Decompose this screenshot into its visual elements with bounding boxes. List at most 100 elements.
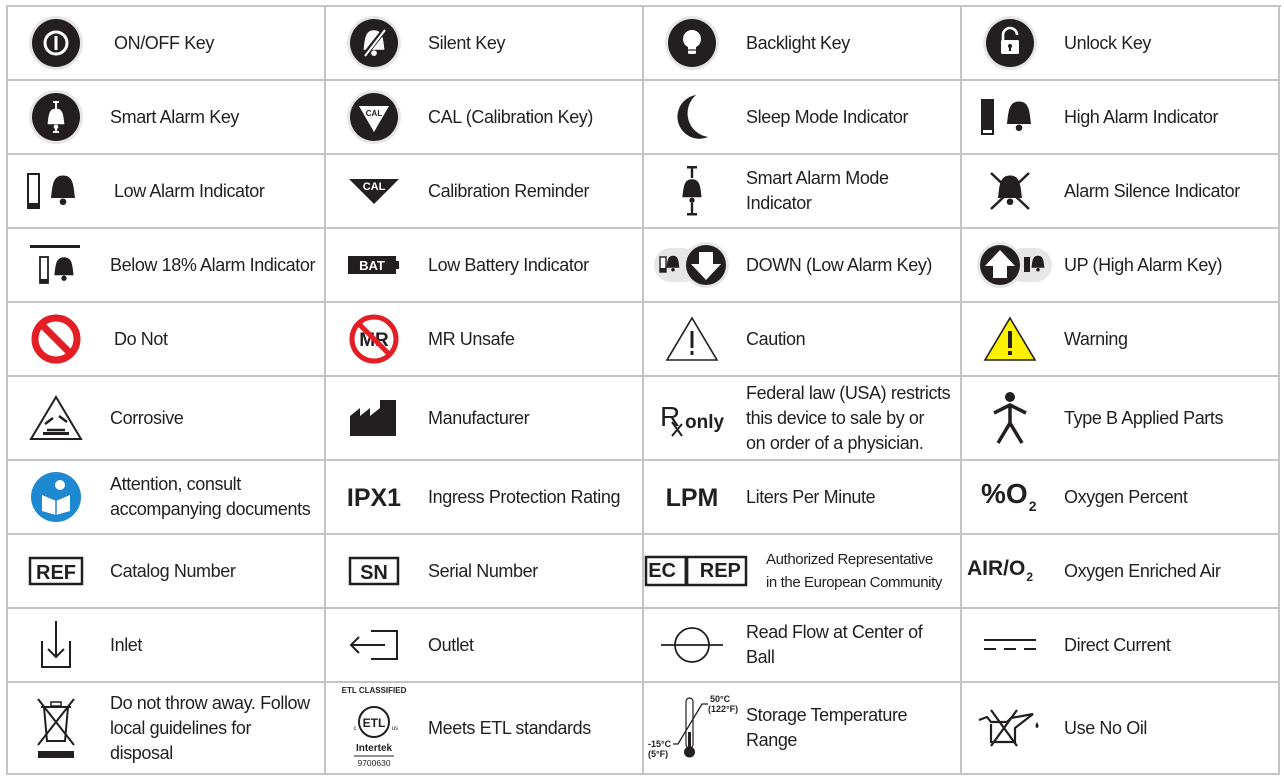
symbol-description: CAL (Calibration Key) — [428, 106, 593, 127]
svg-text:REF: REF — [36, 562, 76, 584]
symbol-description: Unlock Key — [1064, 32, 1152, 53]
symbol-description: Federal law (USA) restricts this device … — [746, 382, 951, 453]
symbol-cell: BAT Low Battery Indicator — [326, 229, 644, 303]
symbol-cell: Unlock Key — [962, 7, 1280, 81]
symbol-cell: Attention, consult accompanying document… — [8, 461, 326, 535]
symbol-description: Low Alarm Indicator — [114, 180, 265, 201]
symbol-description: Sleep Mode Indicator — [746, 106, 909, 127]
symbol-cell: REF Catalog Number — [8, 535, 326, 609]
calibration-key-icon: CAL — [332, 81, 416, 153]
symbol-cell: Alarm Silence Indicator — [962, 155, 1280, 229]
ec-rep-symbol-text: EC | REP — [648, 553, 741, 586]
symbol-description: UP (High Alarm Key) — [1064, 254, 1223, 275]
symbol-description: High Alarm Indicator — [1064, 106, 1219, 127]
symbol-description: Oxygen Enriched Air — [1064, 560, 1221, 581]
symbol-cell: Caution — [644, 303, 962, 377]
symbol-description: Low Battery Indicator — [428, 254, 589, 275]
silent-key-icon — [332, 7, 416, 79]
symbol-cell: UP (High Alarm Key) — [962, 229, 1280, 303]
symbol-cell: Warning — [962, 303, 1280, 377]
symbol-description: Do Not — [114, 328, 168, 349]
symbol-cell: %O2 Oxygen Percent — [962, 461, 1280, 535]
svg-text:us: us — [392, 726, 398, 732]
manufacturer-icon — [332, 377, 416, 459]
inlet-icon — [14, 609, 98, 681]
ipx1-icon: IPX1 — [332, 461, 416, 533]
symbol-description: Alarm Silence Indicator — [1064, 180, 1240, 201]
symbol-description: Warning — [1064, 328, 1128, 349]
symbol-description: Ingress Protection Rating — [428, 486, 621, 507]
symbol-cell: ON/OFF Key — [8, 7, 326, 81]
symbol-cell: Backlight Key — [644, 7, 962, 81]
symbol-cell: AIR/O2 Oxygen Enriched Air — [962, 535, 1280, 609]
corrosive-icon — [14, 377, 98, 459]
down-key-icon — [644, 229, 744, 301]
backlight-key-icon — [650, 7, 734, 79]
high-alarm-icon — [968, 81, 1052, 153]
symbol-cell: Sleep Mode Indicator — [644, 81, 962, 155]
consult-documents-icon — [14, 461, 98, 533]
symbol-cell: CAL CAL (Calibration Key) — [326, 81, 644, 155]
svg-text:CAL: CAL — [366, 109, 383, 118]
symbol-cell: CAL Calibration Reminder — [326, 155, 644, 229]
mr-unsafe-icon: MR — [332, 303, 416, 375]
etl-symbol-text: ETL CLASSIFIED|Intertek|9700630 — [341, 686, 407, 768]
symbol-cell: Manufacturer — [326, 377, 644, 461]
thermometer-icon: 50°C|(122°F)|-15°C|(5°F) — [644, 683, 744, 773]
symbol-description: Type B Applied Parts — [1064, 407, 1224, 428]
symbol-description: Do not throw away. Follow local guidelin… — [110, 692, 310, 763]
svg-text:c: c — [354, 726, 357, 732]
ref-icon: REF — [14, 535, 98, 607]
type-b-applied-parts-icon — [968, 377, 1052, 459]
symbol-description: ON/OFF Key — [114, 32, 215, 53]
symbol-cell: Do not throw away. Follow local guidelin… — [8, 683, 326, 775]
symbol-description: Meets ETL standards — [428, 717, 591, 738]
unlock-key-icon — [968, 7, 1052, 79]
low-battery-icon: BAT — [332, 229, 416, 301]
symbol-cell: IPX1 Ingress Protection Rating — [326, 461, 644, 535]
symbol-cell: Type B Applied Parts — [962, 377, 1280, 461]
smart-alarm-key-icon — [14, 81, 98, 153]
symbol-description: Authorized Representative in the Europea… — [766, 551, 942, 591]
symbol-cell: Low Alarm Indicator — [8, 155, 326, 229]
up-key-icon — [962, 229, 1062, 301]
alarm-silence-icon — [968, 155, 1052, 227]
symbol-description: Read Flow at Center of Ball — [746, 622, 923, 667]
symbol-cell: Corrosive — [8, 377, 326, 461]
sleep-mode-icon — [650, 81, 734, 153]
sn-icon: SN — [332, 535, 416, 607]
symbol-description: MR Unsafe — [428, 328, 515, 349]
svg-text:only: only — [685, 412, 724, 433]
svg-text:LPM: LPM — [666, 484, 719, 512]
symbol-cell: MR MR Unsafe — [326, 303, 644, 377]
symbol-description: Serial Number — [428, 560, 538, 581]
symbol-cell: High Alarm Indicator — [962, 81, 1280, 155]
symbol-cell: Read Flow at Center of Ball — [644, 609, 962, 683]
symbol-description: Attention, consult accompanying document… — [110, 474, 311, 519]
svg-text:IPX1: IPX1 — [347, 484, 401, 512]
symbols-table: ON/OFF Key Silent Key Backlight Key Unlock … — [6, 5, 1281, 775]
symbol-cell: Outlet — [326, 609, 644, 683]
symbol-cell: Below 18% Alarm Indicator — [8, 229, 326, 303]
symbol-cell: Do Not — [8, 303, 326, 377]
oxygen-percent-symbol-text: %O2 — [981, 478, 1037, 515]
symbol-cell: EC | REP Authorized Representative in the E… — [644, 535, 962, 609]
lpm-icon: LPM — [650, 461, 734, 533]
symbol-description: Corrosive — [110, 407, 184, 428]
warning-icon — [968, 303, 1052, 375]
svg-text:R: R — [660, 401, 680, 432]
flow-ball-icon — [650, 609, 734, 681]
air-o2-icon: AIR/O2 — [964, 535, 1050, 607]
svg-text:ETL: ETL — [363, 716, 386, 730]
svg-text:CAL: CAL — [363, 181, 386, 193]
symbol-description: Manufacturer — [428, 407, 530, 428]
below-18-alarm-icon — [14, 229, 98, 301]
symbol-cell: Direct Current — [962, 609, 1280, 683]
calibration-reminder-icon: CAL — [332, 155, 416, 227]
symbol-cell: Inlet — [8, 609, 326, 683]
symbol-description: Outlet — [428, 634, 474, 655]
symbol-cell: Silent Key — [326, 7, 644, 81]
symbol-description: Direct Current — [1064, 634, 1171, 655]
